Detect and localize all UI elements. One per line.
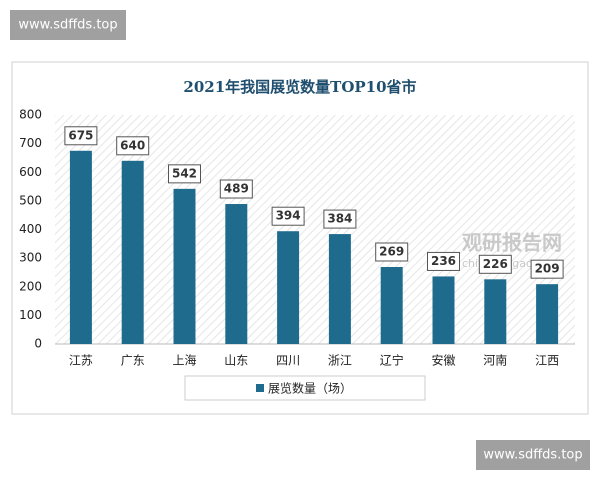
bar (380, 266, 403, 344)
value-label: 489 (224, 182, 249, 196)
bar (225, 204, 248, 344)
value-label: 640 (120, 138, 145, 152)
logo-watermark: 观研报告网 (462, 231, 562, 255)
x-tick-label: 江苏 (69, 354, 93, 368)
y-tick-label: 0 (34, 337, 42, 351)
y-tick-label: 700 (19, 136, 42, 150)
bar (69, 150, 92, 344)
x-tick-label: 河南 (483, 353, 507, 368)
value-label: 384 (327, 212, 352, 226)
x-tick-label: 浙江 (328, 354, 352, 368)
value-label: 542 (172, 166, 197, 180)
legend-marker (256, 384, 264, 392)
x-tick-label: 辽宁 (380, 353, 404, 368)
watermark-text: www.sdffds.top (483, 448, 582, 463)
bar (432, 276, 455, 344)
x-tick-label: 安徽 (431, 353, 455, 368)
bar (536, 284, 559, 344)
value-label-box (271, 206, 305, 226)
y-tick-label: 800 (19, 108, 42, 122)
y-tick-label: 400 (19, 222, 42, 236)
x-tick-label: 四川 (276, 354, 300, 368)
watermark-text: www.sdffds.top (18, 18, 117, 33)
value-label-box (116, 136, 150, 156)
value-label-box (323, 209, 357, 229)
x-tick-label: 广东 (121, 354, 145, 368)
legend-box (184, 375, 426, 401)
value-label: 394 (276, 209, 301, 223)
value-label-box (219, 179, 253, 199)
y-tick-label: 300 (19, 251, 42, 265)
value-label: 236 (431, 254, 456, 268)
y-tick-label: 200 (19, 279, 42, 293)
chart-title: 2021年我国展览数量TOP10省市 (183, 78, 416, 96)
watermark-box (10, 10, 126, 40)
bar (328, 234, 351, 344)
x-tick-label: 上海 (172, 353, 196, 368)
x-tick-label: 山东 (224, 354, 248, 368)
value-label-box (478, 254, 512, 274)
y-tick-label: 500 (19, 193, 42, 207)
bar (173, 188, 196, 344)
bar (484, 279, 507, 344)
y-tick-label: 100 (19, 308, 42, 322)
value-label: 209 (535, 262, 560, 276)
bar (121, 160, 144, 344)
y-tick-label: 600 (19, 165, 42, 179)
value-label-box (427, 251, 460, 271)
bar (277, 231, 300, 344)
value-label-box (64, 126, 98, 146)
watermark-box (476, 440, 590, 470)
value-label: 226 (483, 257, 508, 271)
value-label-box (375, 242, 409, 262)
value-label-box (530, 259, 564, 279)
value-label-box (168, 164, 201, 184)
legend-label: 展览数量（场） (268, 381, 352, 396)
value-label: 675 (68, 128, 93, 142)
value-label: 269 (379, 244, 404, 258)
x-tick-label: 江西 (535, 354, 559, 368)
